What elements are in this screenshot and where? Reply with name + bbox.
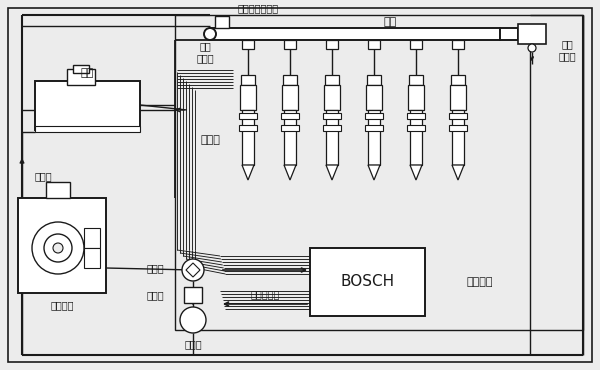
Bar — [84, 248, 100, 268]
Bar — [366, 85, 382, 110]
Bar — [242, 110, 254, 165]
Text: 共轨压力传感器: 共轨压力传感器 — [238, 3, 279, 13]
Circle shape — [44, 234, 72, 262]
Text: 压力
调节器: 压力 调节器 — [558, 39, 576, 61]
Bar — [365, 125, 383, 131]
Bar — [323, 125, 341, 131]
Bar — [46, 182, 70, 198]
Bar — [365, 113, 383, 119]
Text: 噧油器: 噧油器 — [200, 135, 220, 145]
Bar — [310, 248, 425, 316]
Ellipse shape — [204, 28, 216, 40]
Circle shape — [53, 243, 63, 253]
Bar — [368, 110, 380, 165]
Bar — [67, 69, 95, 85]
Text: 共轨: 共轨 — [383, 17, 397, 27]
Bar — [410, 40, 422, 49]
Polygon shape — [368, 165, 380, 180]
Bar — [241, 75, 255, 85]
Bar — [215, 16, 229, 28]
Bar — [242, 40, 254, 49]
Text: 高压油泵: 高压油泵 — [50, 300, 74, 310]
Bar — [281, 125, 299, 131]
Bar — [451, 75, 465, 85]
Bar — [450, 85, 466, 110]
Polygon shape — [242, 165, 254, 180]
Bar — [408, 85, 424, 110]
Text: 液流
缓冲器: 液流 缓冲器 — [196, 41, 214, 63]
Bar — [184, 287, 202, 303]
Bar — [518, 24, 546, 44]
Bar — [18, 198, 106, 293]
Bar — [409, 75, 423, 85]
Polygon shape — [186, 263, 200, 277]
Bar — [239, 125, 257, 131]
Bar — [35, 81, 140, 130]
Text: 齿轮泵: 齿轮泵 — [184, 339, 202, 349]
Bar — [410, 110, 422, 165]
Text: 电控单元: 电控单元 — [467, 277, 493, 287]
Polygon shape — [284, 165, 296, 180]
Bar — [281, 113, 299, 119]
Bar — [407, 125, 425, 131]
Bar — [452, 110, 464, 165]
Bar — [240, 85, 256, 110]
Circle shape — [182, 259, 204, 281]
Text: 电磁阀: 电磁阀 — [35, 171, 53, 181]
Polygon shape — [452, 165, 464, 180]
Bar — [284, 40, 296, 49]
Bar — [326, 110, 338, 165]
Bar — [210, 28, 500, 40]
Text: BOSCH: BOSCH — [340, 275, 395, 289]
Bar — [449, 113, 467, 119]
Circle shape — [32, 222, 84, 274]
Bar — [324, 85, 340, 110]
Bar — [282, 85, 298, 110]
Bar — [35, 126, 140, 132]
Bar — [326, 40, 338, 49]
Polygon shape — [410, 165, 422, 180]
Bar — [449, 125, 467, 131]
Circle shape — [528, 44, 536, 52]
Text: 来自传感器: 来自传感器 — [250, 289, 280, 299]
Bar — [84, 228, 100, 248]
Text: 油筱: 油筱 — [81, 68, 94, 78]
Bar — [73, 65, 89, 73]
Bar — [284, 110, 296, 165]
Bar — [407, 113, 425, 119]
Bar — [325, 75, 339, 85]
Bar — [175, 15, 583, 330]
Text: 滤清器: 滤清器 — [146, 263, 164, 273]
Bar — [368, 40, 380, 49]
Polygon shape — [326, 165, 338, 180]
Bar — [323, 113, 341, 119]
Text: 电磁鄀: 电磁鄀 — [146, 290, 164, 300]
Circle shape — [180, 307, 206, 333]
Bar — [452, 40, 464, 49]
Bar — [500, 28, 518, 40]
Bar — [283, 75, 297, 85]
Bar — [367, 75, 381, 85]
Bar — [239, 113, 257, 119]
